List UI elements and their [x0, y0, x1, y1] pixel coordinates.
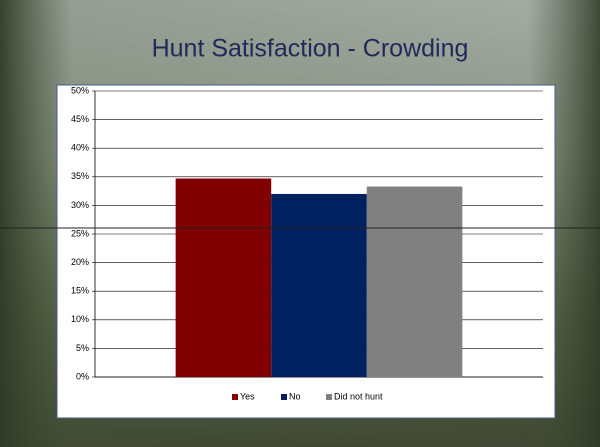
- chart-title: Hunt Satisfaction - Crowding: [152, 35, 469, 63]
- legend-label: No: [289, 391, 301, 401]
- legend-swatch: [232, 394, 238, 400]
- legend-label: Yes: [240, 391, 255, 401]
- y-tick-label: 50%: [71, 85, 89, 95]
- y-tick-label: 45%: [71, 114, 89, 124]
- bar: [366, 186, 463, 377]
- y-tick-label: 0%: [76, 371, 89, 381]
- bar: [175, 178, 272, 377]
- legend-swatch: [281, 394, 287, 400]
- y-tick-label: 40%: [71, 143, 89, 153]
- legend-label: Did not hunt: [334, 391, 383, 401]
- bar: [271, 193, 367, 377]
- y-tick-label: 20%: [71, 257, 89, 267]
- y-tick-label: 10%: [71, 314, 89, 324]
- y-tick-label: 35%: [71, 171, 89, 181]
- y-tick-label: 5%: [76, 343, 89, 353]
- y-tick-label: 25%: [71, 228, 89, 238]
- y-tick-label: 15%: [71, 286, 89, 296]
- legend-swatch: [326, 394, 332, 400]
- y-tick-label: 30%: [71, 200, 89, 210]
